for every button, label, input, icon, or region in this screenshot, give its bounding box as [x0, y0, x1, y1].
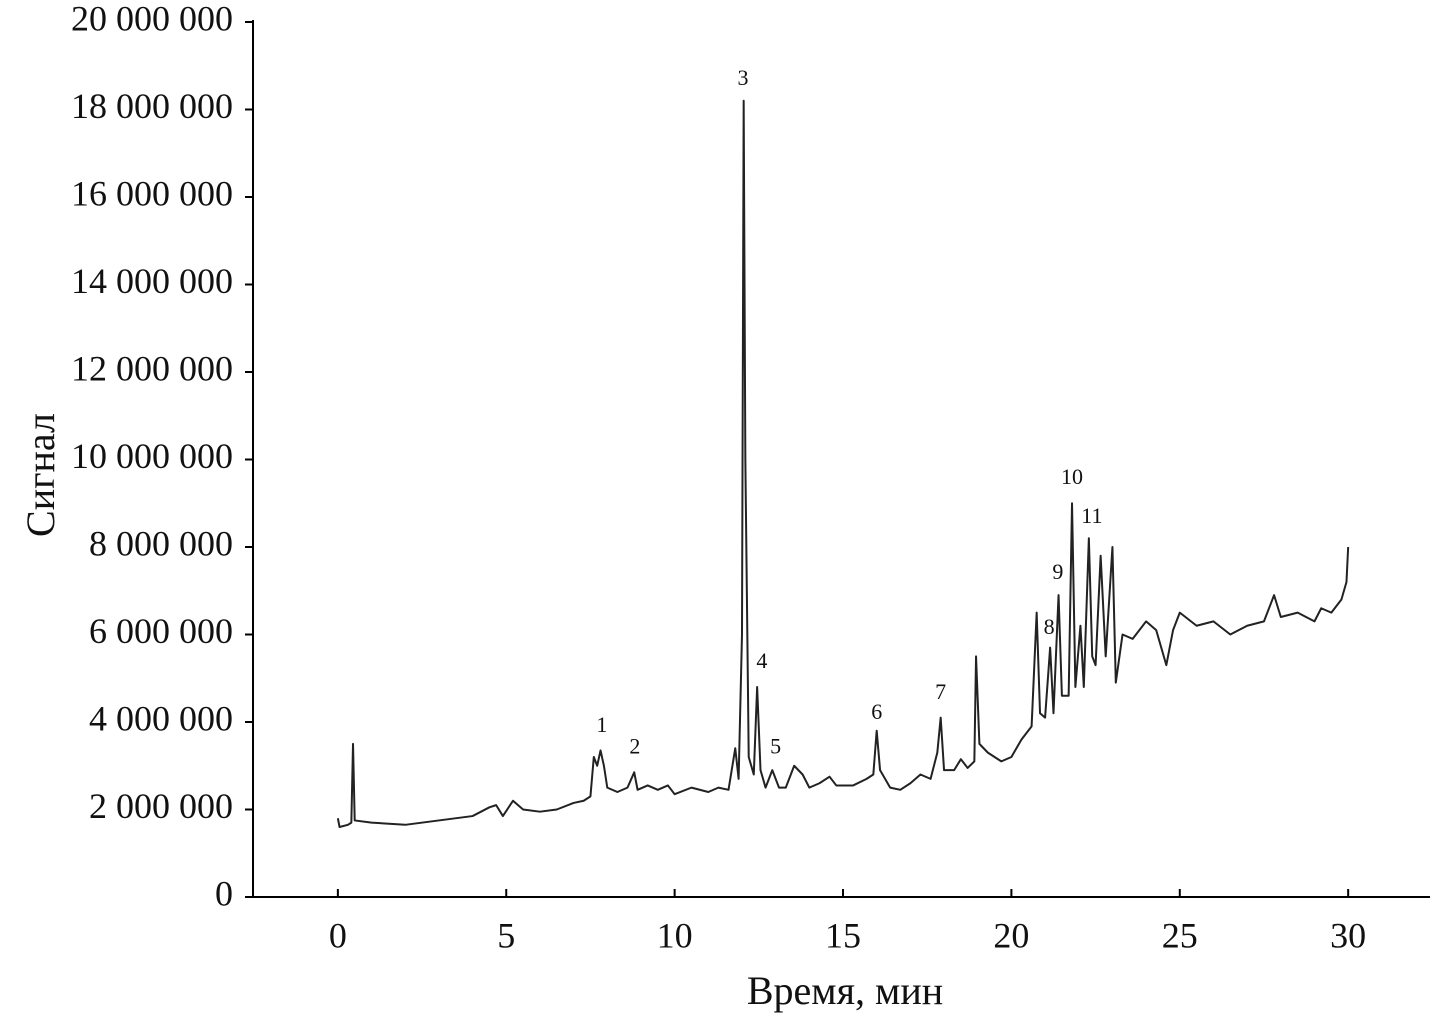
x-tick-label: 15 — [825, 915, 861, 955]
peak-label: 8 — [1044, 614, 1055, 639]
y-axis-title: Сигнал — [18, 413, 63, 537]
peak-label: 7 — [935, 679, 946, 704]
peak-label: 2 — [629, 733, 640, 758]
peak-label: 4 — [756, 648, 767, 673]
x-tick-label: 20 — [993, 915, 1029, 955]
peak-label: 10 — [1061, 464, 1083, 489]
y-tick-label: 14 000 000 — [71, 261, 233, 301]
signal-line — [336, 99, 1350, 828]
y-tick-label: 16 000 000 — [71, 173, 233, 213]
x-axis-title: Время, мин — [747, 968, 943, 1013]
peak-label: 1 — [596, 712, 607, 737]
y-tick-label: 20 000 000 — [71, 0, 233, 38]
y-tick-label: 10 000 000 — [71, 436, 233, 476]
y-tick-label: 18 000 000 — [71, 86, 233, 126]
peak-label: 3 — [737, 65, 748, 90]
peak-label: 11 — [1081, 503, 1102, 528]
y-tick-label: 8 000 000 — [89, 523, 233, 563]
x-tick-label: 0 — [329, 915, 347, 955]
y-tick-label: 2 000 000 — [89, 786, 233, 826]
peak-label: 9 — [1052, 559, 1063, 584]
x-tick-label: 30 — [1330, 915, 1366, 955]
y-tick-label: 12 000 000 — [71, 348, 233, 388]
x-tick-label: 25 — [1162, 915, 1198, 955]
peak-label: 6 — [871, 699, 882, 724]
y-tick-label: 0 — [215, 873, 233, 913]
x-tick-label: 10 — [657, 915, 693, 955]
y-tick-label: 6 000 000 — [89, 611, 233, 651]
x-tick-label: 5 — [497, 915, 515, 955]
peak-label: 5 — [770, 733, 781, 758]
y-tick-label: 4 000 000 — [89, 698, 233, 738]
